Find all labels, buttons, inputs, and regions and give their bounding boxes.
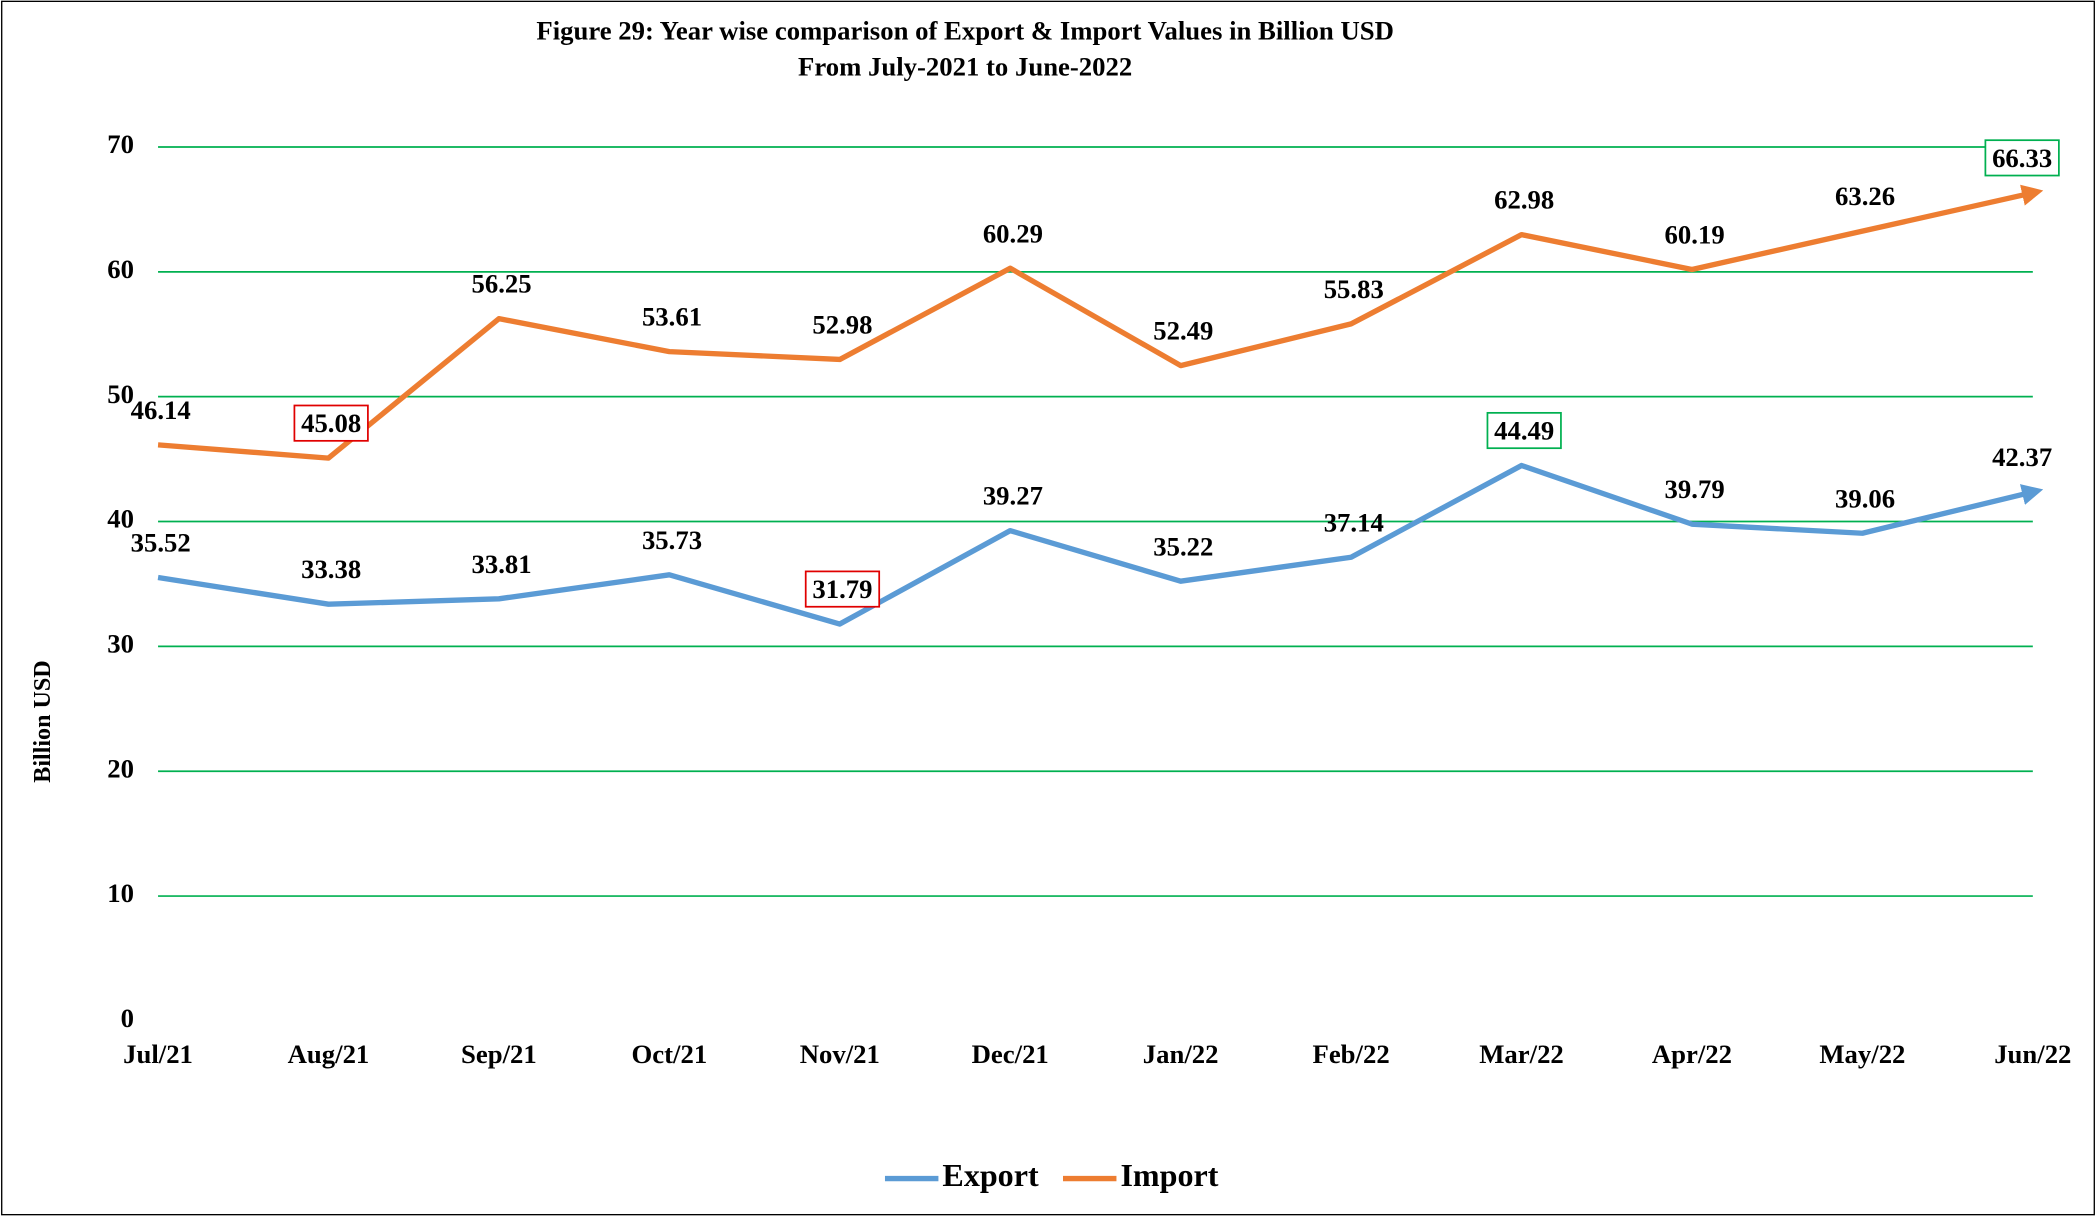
x-tick-label: Dec/21 [972, 1039, 1049, 1069]
x-tick-label: Jan/22 [1143, 1039, 1219, 1069]
x-tick-label: Jun/22 [1994, 1039, 2071, 1069]
chart-title: Figure 29: Year wise comparison of Expor… [536, 16, 1394, 46]
data-label: 63.26 [1835, 181, 1895, 211]
data-label: 53.61 [642, 302, 702, 332]
data-label: 39.79 [1665, 474, 1725, 504]
data-label: 39.06 [1835, 483, 1895, 513]
x-tick-label: Oct/21 [632, 1039, 708, 1069]
chart-subtitle: From July-2021 to June-2022 [798, 52, 1132, 82]
y-tick-label: 40 [107, 504, 134, 534]
data-label: 42.37 [1992, 442, 2052, 472]
y-tick-label: 70 [107, 129, 134, 159]
data-label: 39.27 [983, 481, 1043, 511]
series-line [157, 462, 2044, 627]
data-label: 37.14 [1324, 507, 1384, 537]
data-label: 52.49 [1153, 316, 1213, 346]
x-tick-label: Apr/22 [1652, 1039, 1732, 1069]
x-tick-label: Sep/21 [461, 1039, 537, 1069]
x-tick-label: Feb/22 [1312, 1039, 1389, 1069]
data-label: 52.98 [812, 310, 872, 340]
data-label-box [1486, 411, 1562, 450]
data-label: 31.79 [812, 574, 872, 604]
data-label: 45.08 [301, 408, 361, 438]
data-label: 33.81 [472, 549, 532, 579]
data-label: 62.98 [1494, 185, 1554, 215]
data-label: 60.19 [1665, 220, 1725, 250]
data-label: 56.25 [472, 269, 532, 299]
x-tick-label: Nov/21 [800, 1039, 880, 1069]
y-tick-label: 60 [107, 254, 134, 284]
data-label-box [1984, 139, 2060, 177]
x-tick-label: Aug/21 [288, 1039, 370, 1069]
data-label: 55.83 [1324, 274, 1384, 304]
y-axis-label: Billion USD [30, 660, 56, 782]
x-tick-label: May/22 [1819, 1039, 1905, 1069]
y-tick-label: 20 [107, 753, 134, 783]
data-label-box [293, 404, 369, 442]
y-tick-label: 50 [107, 379, 134, 409]
series-line [157, 184, 2044, 461]
y-tick-label: 30 [107, 628, 134, 658]
data-label: 35.22 [1153, 531, 1213, 561]
data-label: 60.29 [983, 218, 1043, 248]
legend-label: Import [1120, 1157, 1218, 1193]
y-tick-label: 10 [107, 878, 134, 908]
data-label: 35.73 [642, 525, 702, 555]
data-label: 44.49 [1494, 416, 1554, 446]
y-tick-label: 0 [121, 1003, 134, 1033]
data-label: 66.33 [1992, 143, 2052, 173]
data-label: 35.52 [131, 528, 191, 558]
legend-label: Export [942, 1157, 1039, 1193]
data-label: 46.14 [131, 395, 191, 425]
data-label-box [804, 570, 881, 608]
data-label: 33.38 [301, 554, 361, 584]
x-tick-label: Mar/22 [1479, 1039, 1564, 1069]
x-tick-label: Jul/21 [123, 1039, 193, 1069]
